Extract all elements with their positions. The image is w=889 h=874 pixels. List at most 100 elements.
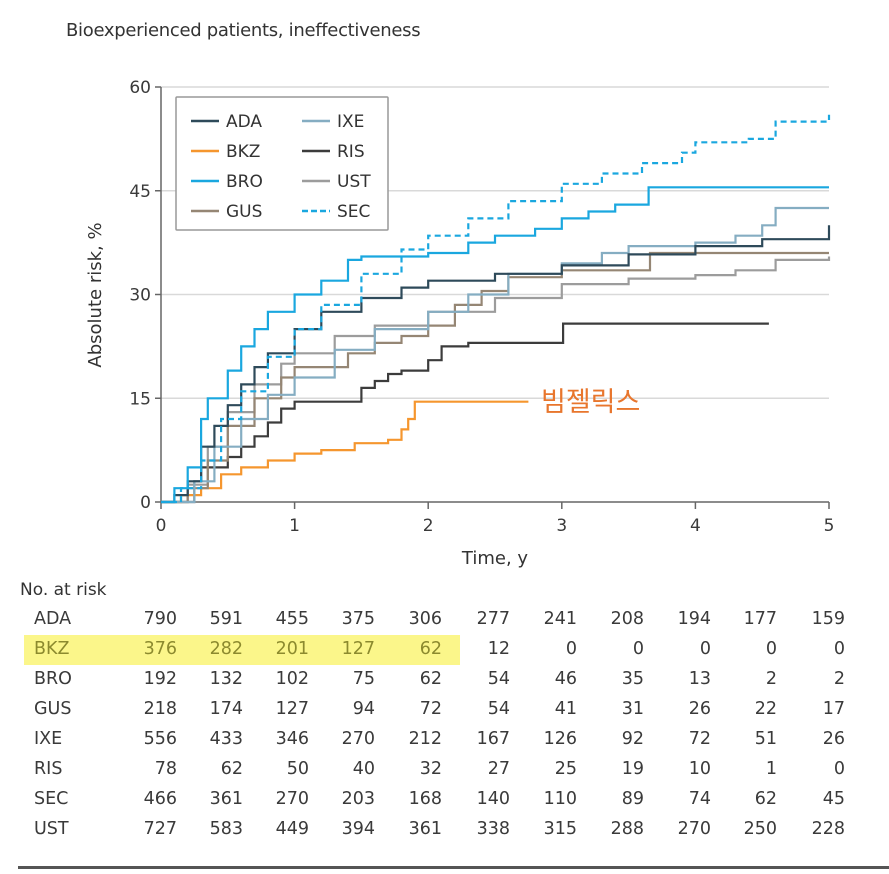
risk-row-label: ADA — [34, 609, 72, 629]
risk-cell: 102 — [275, 669, 309, 689]
risk-cell: 270 — [677, 819, 711, 839]
risk-cell: 62 — [419, 639, 442, 659]
risk-cell: 0 — [565, 639, 577, 659]
risk-cell: 78 — [154, 759, 177, 779]
risk-cell: 159 — [811, 609, 845, 629]
risk-cell: 591 — [209, 609, 243, 629]
series-line-gus — [161, 251, 829, 504]
risk-row-label: UST — [34, 819, 69, 839]
risk-cell: 0 — [699, 639, 711, 659]
series-line-ada — [161, 225, 831, 504]
risk-cell: 277 — [476, 609, 510, 629]
risk-cell: 92 — [621, 729, 644, 749]
risk-cell: 26 — [688, 699, 711, 719]
risk-cell: 194 — [677, 609, 711, 629]
risk-cell: 45 — [822, 789, 845, 809]
risk-cell: 174 — [209, 699, 243, 719]
risk-cell: 177 — [743, 609, 777, 629]
x-tick-label: 5 — [824, 516, 835, 536]
risk-cell: 72 — [688, 729, 711, 749]
legend-label-ust: UST — [337, 172, 371, 192]
risk-cell: 0 — [833, 639, 845, 659]
risk-cell: 1 — [765, 759, 777, 779]
legend-label-gus: GUS — [226, 202, 262, 222]
risk-cell: 394 — [341, 819, 375, 839]
risk-cell: 790 — [143, 609, 177, 629]
legend-label-ada: ADA — [226, 112, 262, 132]
series-line-ixe — [161, 206, 829, 504]
risk-cell: 127 — [341, 639, 375, 659]
risk-cell: 54 — [487, 699, 510, 719]
risk-cell: 2 — [765, 669, 777, 689]
risk-cell: 168 — [408, 789, 442, 809]
risk-cell: 270 — [275, 789, 309, 809]
risk-cell: 727 — [143, 819, 177, 839]
legend-label-bkz: BKZ — [226, 142, 260, 162]
risk-row-ixe: IXE 556 433 346 270 212 167 126 92 72 51 26 — [0, 725, 889, 755]
x-tick-label: 0 — [156, 516, 167, 536]
risk-cell: 22 — [754, 699, 777, 719]
risk-cell: 31 — [621, 699, 644, 719]
risk-cell: 203 — [341, 789, 375, 809]
risk-cell: 27 — [487, 759, 510, 779]
risk-cell: 346 — [275, 729, 309, 749]
risk-cell: 50 — [286, 759, 309, 779]
risk-row-bro: BRO 192 132 102 75 62 54 46 35 13 2 2 — [0, 665, 889, 695]
risk-cell: 376 — [143, 639, 177, 659]
legend: ADA BKZ BRO GUS IXE RIS UST SEC — [175, 96, 389, 231]
risk-cell: 89 — [621, 789, 644, 809]
risk-cell: 126 — [543, 729, 577, 749]
series-line-ust — [161, 256, 831, 504]
risk-cell: 41 — [554, 699, 577, 719]
risk-row-sec: SEC 466 361 270 203 168 140 110 89 74 62 45 — [0, 785, 889, 815]
risk-cell: 583 — [209, 819, 243, 839]
risk-cell: 282 — [209, 639, 243, 659]
risk-cell: 208 — [610, 609, 644, 629]
risk-cell: 140 — [476, 789, 510, 809]
risk-row-label: SEC — [34, 789, 69, 809]
bottom-divider — [18, 866, 889, 869]
risk-cell: 127 — [275, 699, 309, 719]
risk-cell: 250 — [743, 819, 777, 839]
risk-cell: 315 — [543, 819, 577, 839]
risk-cell: 433 — [209, 729, 243, 749]
risk-cell: 0 — [833, 759, 845, 779]
risk-cell: 192 — [143, 669, 177, 689]
series-group — [161, 114, 831, 504]
risk-cell: 35 — [621, 669, 644, 689]
risk-cell: 75 — [352, 669, 375, 689]
series-line-bro — [161, 186, 829, 504]
risk-row-label: GUS — [34, 699, 72, 719]
risk-cell: 72 — [419, 699, 442, 719]
risk-cell: 241 — [543, 609, 577, 629]
y-tick-label: 60 — [129, 78, 151, 98]
risk-cell: 62 — [419, 669, 442, 689]
risk-cell: 212 — [408, 729, 442, 749]
risk-cell: 46 — [554, 669, 577, 689]
x-tick-label: 2 — [423, 516, 434, 536]
risk-cell: 361 — [209, 789, 243, 809]
y-tick-label: 45 — [129, 182, 151, 202]
x-tick-label: 3 — [556, 516, 567, 536]
risk-row-gus: GUS 218 174 127 94 72 54 41 31 26 22 17 — [0, 695, 889, 725]
y-tick-label: 30 — [129, 286, 151, 306]
risk-cell: 10 — [688, 759, 711, 779]
risk-cell: 13 — [688, 669, 711, 689]
legend-label-ris: RIS — [337, 142, 365, 162]
risk-cell: 110 — [543, 789, 577, 809]
risk-cell: 288 — [610, 819, 644, 839]
series-line-bkz — [161, 400, 529, 504]
risk-cell: 0 — [632, 639, 644, 659]
risk-cell: 361 — [408, 819, 442, 839]
risk-row-label: BRO — [34, 669, 72, 689]
risk-cell: 132 — [209, 669, 243, 689]
risk-row-ada: ADA 790 591 455 375 306 277 241 208 194 177 159 — [0, 605, 889, 635]
risk-cell: 62 — [754, 789, 777, 809]
risk-row-ris: RIS 78 62 50 40 32 27 25 19 10 1 0 — [0, 755, 889, 785]
risk-cell: 167 — [476, 729, 510, 749]
risk-row-bkz: BKZ 376 282 201 127 62 12 0 0 0 0 0 — [0, 635, 889, 665]
x-axis-title: Time, y — [461, 548, 528, 569]
risk-row-label: IXE — [34, 729, 63, 749]
